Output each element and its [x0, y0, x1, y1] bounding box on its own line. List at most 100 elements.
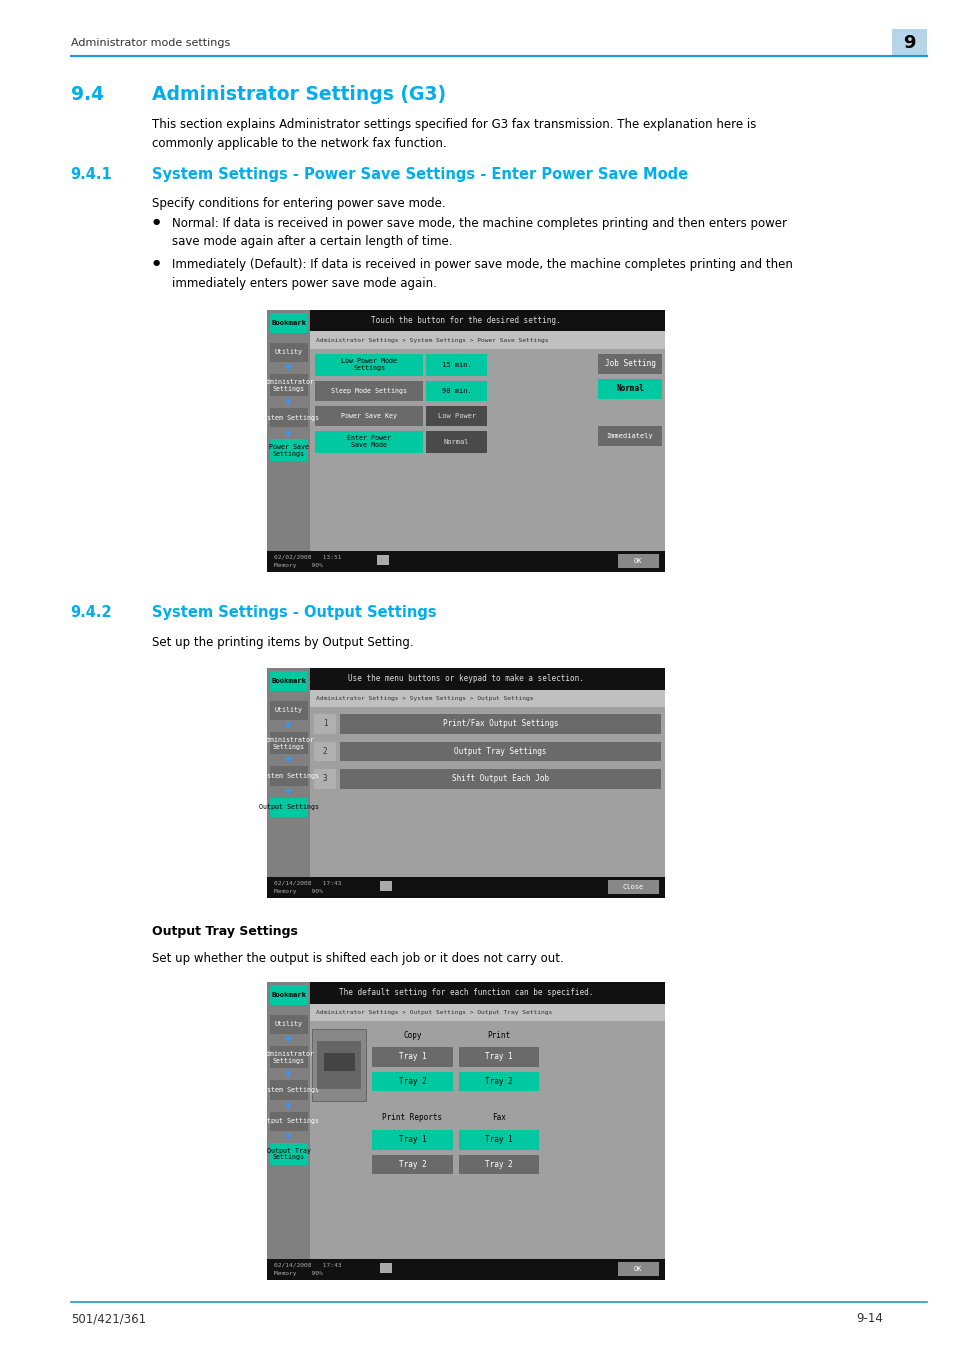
Bar: [270, 732, 308, 754]
Text: 90 min.: 90 min.: [441, 388, 471, 393]
Bar: [270, 1143, 308, 1165]
Text: Tray 2: Tray 2: [484, 1077, 512, 1086]
Text: This section explains Administrator settings specified for G3 fax transmission. : This section explains Administrator sett…: [152, 118, 756, 150]
Text: Set up whether the output is shifted each job or it does not carry out.: Set up whether the output is shifted eac…: [152, 952, 563, 965]
Text: Utility: Utility: [274, 708, 302, 713]
Bar: [598, 380, 661, 399]
Text: Administrator Settings (G3): Administrator Settings (G3): [152, 85, 446, 104]
Text: Immediately: Immediately: [606, 432, 653, 439]
Bar: [267, 982, 664, 1004]
Text: Touch the button for the desired setting.: Touch the button for the desired setting…: [371, 316, 560, 326]
Text: Administrator Settings > System Settings > Output Settings: Administrator Settings > System Settings…: [315, 696, 533, 701]
Text: ▼: ▼: [285, 1035, 292, 1044]
Text: 02/02/2008   13:51: 02/02/2008 13:51: [274, 555, 341, 559]
Text: 9.4.1: 9.4.1: [71, 168, 112, 182]
Text: Set up the printing items by Output Setting.: Set up the printing items by Output Sett…: [152, 636, 414, 648]
Bar: [270, 1015, 308, 1034]
Bar: [379, 881, 392, 892]
Text: Tray 2: Tray 2: [398, 1159, 426, 1169]
Text: Utility: Utility: [274, 350, 302, 355]
Text: 15 min.: 15 min.: [441, 362, 471, 367]
Text: 9.4.2: 9.4.2: [71, 605, 112, 620]
Text: 2: 2: [322, 747, 327, 755]
Text: Normal: If data is received in power save mode, the machine completes printing a: Normal: If data is received in power sav…: [172, 218, 786, 249]
Text: Print Reports: Print Reports: [382, 1113, 442, 1123]
Bar: [372, 1047, 453, 1066]
Bar: [458, 1047, 538, 1066]
Text: Bookmark: Bookmark: [271, 320, 306, 326]
Text: Administrator Settings > System Settings > Power Save Settings: Administrator Settings > System Settings…: [315, 338, 548, 343]
Text: Immediately (Default): If data is received in power save mode, the machine compl: Immediately (Default): If data is receiv…: [172, 258, 792, 289]
Bar: [458, 1129, 538, 1150]
Text: Output Tray
Settings: Output Tray Settings: [267, 1147, 311, 1161]
Bar: [458, 1071, 538, 1092]
Bar: [426, 431, 487, 453]
Bar: [267, 309, 664, 571]
Text: ▼: ▼: [285, 721, 292, 731]
Text: System Settings - Power Save Settings - Enter Power Save Mode: System Settings - Power Save Settings - …: [152, 168, 688, 182]
Bar: [270, 701, 308, 720]
Bar: [314, 713, 335, 734]
Text: Tray 2: Tray 2: [484, 1159, 512, 1169]
Bar: [270, 671, 308, 690]
Bar: [270, 343, 308, 362]
Text: ▼: ▼: [285, 1132, 292, 1142]
Text: Power Save
Settings: Power Save Settings: [269, 444, 309, 457]
Text: Output Settings: Output Settings: [258, 1119, 318, 1124]
Bar: [426, 381, 487, 400]
Bar: [314, 431, 423, 453]
Bar: [267, 877, 664, 898]
Text: ●: ●: [152, 258, 159, 267]
Bar: [598, 426, 661, 446]
Bar: [376, 555, 389, 565]
Text: 501/421/361: 501/421/361: [71, 1312, 146, 1325]
Text: Power Save Key: Power Save Key: [341, 413, 396, 419]
Bar: [426, 407, 487, 426]
Text: Enter Power
Save Mode: Enter Power Save Mode: [347, 435, 391, 449]
Bar: [270, 1079, 308, 1100]
Text: ▼: ▼: [285, 1070, 292, 1078]
Text: Normal: Normal: [616, 384, 643, 393]
Text: Tray 1: Tray 1: [398, 1135, 426, 1144]
Text: Tray 2: Tray 2: [398, 1077, 426, 1086]
Text: Print: Print: [487, 1031, 510, 1039]
Text: 02/14/2008   17:43: 02/14/2008 17:43: [274, 1263, 341, 1267]
Bar: [458, 1155, 538, 1174]
Text: ▼: ▼: [285, 430, 292, 438]
Text: Fax: Fax: [492, 1113, 505, 1123]
Bar: [270, 439, 308, 462]
Text: 9.4: 9.4: [71, 85, 104, 104]
Text: 1: 1: [322, 719, 327, 728]
Text: The default setting for each function can be specified.: The default setting for each function ca…: [338, 988, 593, 997]
Text: 9: 9: [902, 34, 915, 51]
Bar: [617, 554, 659, 569]
Text: Tray 1: Tray 1: [398, 1052, 426, 1062]
Text: Bookmark: Bookmark: [271, 992, 306, 998]
Bar: [372, 1129, 453, 1150]
Text: ▼: ▼: [285, 363, 292, 373]
Text: Memory    90%: Memory 90%: [274, 563, 322, 567]
Text: 9-14: 9-14: [855, 1312, 882, 1325]
Bar: [267, 550, 664, 571]
Text: Copy: Copy: [403, 1031, 421, 1039]
Bar: [267, 982, 310, 1259]
Text: ▼: ▼: [285, 788, 292, 796]
Bar: [270, 797, 308, 817]
Bar: [891, 28, 926, 57]
Text: Normal: Normal: [443, 439, 469, 444]
Text: System Settings: System Settings: [258, 773, 318, 778]
Bar: [598, 354, 661, 373]
Bar: [267, 309, 664, 331]
Text: Administrator
Settings: Administrator Settings: [262, 378, 314, 392]
Text: Administrator
Settings: Administrator Settings: [262, 1051, 314, 1063]
Bar: [617, 1262, 659, 1277]
Text: System Settings - Output Settings: System Settings - Output Settings: [152, 605, 436, 620]
Bar: [339, 769, 660, 789]
Text: ●: ●: [152, 218, 159, 226]
Text: Administrator Settings > Output Settings > Output Tray Settings: Administrator Settings > Output Settings…: [315, 1009, 552, 1015]
Text: ▼: ▼: [285, 755, 292, 765]
Bar: [314, 742, 335, 761]
Bar: [339, 742, 660, 761]
Bar: [310, 331, 664, 349]
Text: System Settings: System Settings: [258, 1086, 318, 1093]
